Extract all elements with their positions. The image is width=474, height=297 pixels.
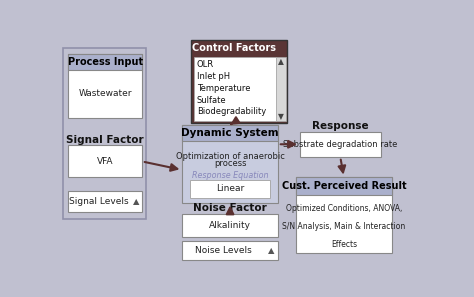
Text: Dynamic System: Dynamic System [181,128,279,138]
Text: Optimized Conditions, ANOVA,: Optimized Conditions, ANOVA, [286,204,402,213]
Text: Temperature: Temperature [197,84,250,93]
Bar [182,214,278,237]
Text: Noise Levels: Noise Levels [195,246,252,255]
Bar [182,241,278,260]
Text: Linear: Linear [216,184,244,193]
Text: Signal Levels: Signal Levels [69,197,128,206]
Text: Wastewater: Wastewater [78,89,132,99]
Text: ▲: ▲ [268,246,274,255]
Bar [300,132,381,157]
Text: Inlet pH: Inlet pH [197,72,230,81]
Bar [194,57,275,121]
Bar [275,57,286,121]
Text: Alkalinity: Alkalinity [209,221,251,230]
Bar [191,180,270,198]
Bar [182,125,278,203]
Text: Cust. Perceived Result: Cust. Perceived Result [282,181,406,191]
Text: Optimization of anaerobic: Optimization of anaerobic [176,152,284,161]
Text: Response Equation: Response Equation [192,171,268,180]
Text: Effects: Effects [331,240,357,249]
Text: OLR: OLR [197,60,214,69]
Text: Noise Factor: Noise Factor [193,203,267,213]
Text: ▲: ▲ [133,197,139,206]
Text: Sulfate: Sulfate [197,96,226,105]
Text: Signal Factor: Signal Factor [66,135,144,145]
Text: ▲: ▲ [278,57,284,66]
Text: Response: Response [312,121,369,131]
Text: Biodegradability: Biodegradability [197,107,266,116]
Bar [296,177,392,253]
Text: Process Input: Process Input [68,57,143,67]
Bar [63,48,146,219]
Bar [296,177,392,195]
Bar [68,191,142,212]
Text: VFA: VFA [97,157,113,166]
Bar [68,54,142,118]
Text: Control Factors: Control Factors [192,43,276,53]
Bar [191,40,287,123]
Bar [68,146,142,177]
Bar [182,125,278,141]
Text: S/N Analysis, Main & Interaction: S/N Analysis, Main & Interaction [283,222,406,231]
Text: Substrate degradation rate: Substrate degradation rate [283,140,398,149]
Text: process: process [214,159,246,168]
Text: ▼: ▼ [278,112,284,121]
Bar [68,54,142,70]
